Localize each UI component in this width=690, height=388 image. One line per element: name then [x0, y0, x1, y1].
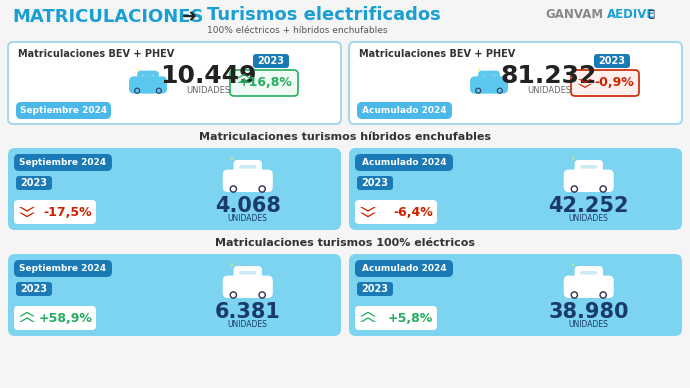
Text: -0,9%: -0,9% [594, 76, 634, 90]
Text: ⚡: ⚡ [571, 263, 575, 268]
Text: 2023: 2023 [257, 56, 284, 66]
Text: GANVAM: GANVAM [545, 8, 603, 21]
Text: Septiembre 2024: Septiembre 2024 [19, 264, 106, 273]
Polygon shape [360, 317, 376, 322]
Text: Matriculaciones BEV + PHEV: Matriculaciones BEV + PHEV [359, 49, 515, 59]
FancyBboxPatch shape [349, 42, 682, 124]
FancyBboxPatch shape [357, 282, 393, 296]
Text: 4.068: 4.068 [215, 196, 281, 216]
Text: 6.381: 6.381 [215, 301, 281, 322]
Text: +16,8%: +16,8% [239, 76, 293, 90]
Circle shape [157, 89, 160, 92]
FancyBboxPatch shape [223, 170, 273, 192]
Text: 2023: 2023 [21, 284, 48, 294]
FancyBboxPatch shape [478, 71, 500, 84]
Text: Matriculaciones turismos híbridos enchufables: Matriculaciones turismos híbridos enchuf… [199, 132, 491, 142]
Text: Matriculaciones BEV + PHEV: Matriculaciones BEV + PHEV [18, 49, 175, 59]
FancyBboxPatch shape [357, 102, 452, 119]
Text: ⚡: ⚡ [230, 263, 234, 268]
Circle shape [157, 88, 161, 93]
Circle shape [232, 187, 235, 191]
Circle shape [602, 187, 605, 191]
FancyBboxPatch shape [564, 275, 614, 298]
Text: MATRICULACIONES: MATRICULACIONES [12, 8, 204, 26]
FancyBboxPatch shape [230, 70, 298, 96]
Text: UNIDADES: UNIDADES [527, 86, 571, 95]
Polygon shape [237, 74, 251, 78]
FancyBboxPatch shape [564, 170, 614, 192]
Text: 10.449: 10.449 [160, 64, 256, 88]
Text: 38.980: 38.980 [549, 301, 629, 322]
Text: Matriculaciones turismos 100% eléctricos: Matriculaciones turismos 100% eléctricos [215, 238, 475, 248]
Text: Septiembre 2024: Septiembre 2024 [19, 158, 106, 167]
FancyBboxPatch shape [142, 72, 154, 79]
Text: 2023: 2023 [598, 56, 626, 66]
Circle shape [497, 88, 502, 93]
Circle shape [476, 88, 480, 93]
Text: 2023: 2023 [362, 284, 388, 294]
Circle shape [259, 186, 265, 192]
Text: Acumulado 2024: Acumulado 2024 [362, 158, 446, 167]
FancyBboxPatch shape [8, 148, 341, 230]
Polygon shape [360, 213, 376, 217]
Text: UNIDADES: UNIDADES [228, 320, 268, 329]
Text: 2023: 2023 [21, 178, 48, 188]
FancyBboxPatch shape [14, 306, 96, 330]
Polygon shape [578, 79, 592, 83]
Circle shape [261, 293, 264, 297]
FancyBboxPatch shape [253, 54, 289, 68]
FancyBboxPatch shape [239, 165, 257, 169]
FancyBboxPatch shape [575, 266, 603, 284]
FancyBboxPatch shape [16, 102, 111, 119]
Text: -17,5%: -17,5% [43, 206, 92, 218]
FancyBboxPatch shape [349, 254, 682, 336]
FancyBboxPatch shape [355, 306, 437, 330]
FancyBboxPatch shape [223, 275, 273, 298]
FancyBboxPatch shape [14, 200, 96, 224]
Text: ⚡: ⚡ [136, 68, 140, 73]
FancyBboxPatch shape [349, 148, 682, 230]
Circle shape [136, 89, 139, 92]
Polygon shape [360, 312, 376, 316]
Circle shape [573, 293, 576, 297]
Text: Turismos electrificados: Turismos electrificados [207, 6, 441, 24]
Text: 42.252: 42.252 [549, 196, 629, 216]
FancyBboxPatch shape [470, 76, 508, 94]
Polygon shape [19, 317, 35, 322]
Text: +58,9%: +58,9% [38, 312, 92, 324]
Circle shape [600, 292, 607, 298]
Circle shape [230, 292, 237, 298]
Polygon shape [19, 207, 35, 212]
Text: 81.232: 81.232 [501, 64, 597, 88]
FancyBboxPatch shape [357, 176, 393, 190]
Circle shape [261, 187, 264, 191]
Text: Septiembre 2024: Septiembre 2024 [20, 106, 107, 115]
FancyBboxPatch shape [14, 260, 112, 277]
FancyBboxPatch shape [355, 200, 437, 224]
Text: 🍃: 🍃 [649, 8, 655, 18]
Polygon shape [578, 84, 592, 88]
Circle shape [259, 292, 265, 298]
Circle shape [573, 187, 576, 191]
Circle shape [232, 293, 235, 297]
FancyBboxPatch shape [129, 76, 167, 94]
FancyBboxPatch shape [575, 160, 603, 178]
FancyBboxPatch shape [8, 254, 341, 336]
FancyBboxPatch shape [137, 71, 159, 84]
Text: UNIDADES: UNIDADES [569, 213, 609, 223]
FancyBboxPatch shape [14, 154, 112, 171]
Text: UNIDADES: UNIDADES [569, 320, 609, 329]
FancyBboxPatch shape [233, 266, 262, 284]
Text: Acumulado 2024: Acumulado 2024 [362, 264, 446, 273]
Text: 2023: 2023 [362, 178, 388, 188]
FancyBboxPatch shape [571, 70, 639, 96]
Text: ➜: ➜ [182, 8, 197, 26]
Circle shape [135, 88, 139, 93]
Text: UNIDADES: UNIDADES [228, 213, 268, 223]
Circle shape [499, 89, 501, 92]
Circle shape [571, 186, 578, 192]
FancyBboxPatch shape [580, 165, 598, 169]
FancyBboxPatch shape [483, 72, 495, 79]
Text: UNIDADES: UNIDADES [186, 86, 230, 95]
